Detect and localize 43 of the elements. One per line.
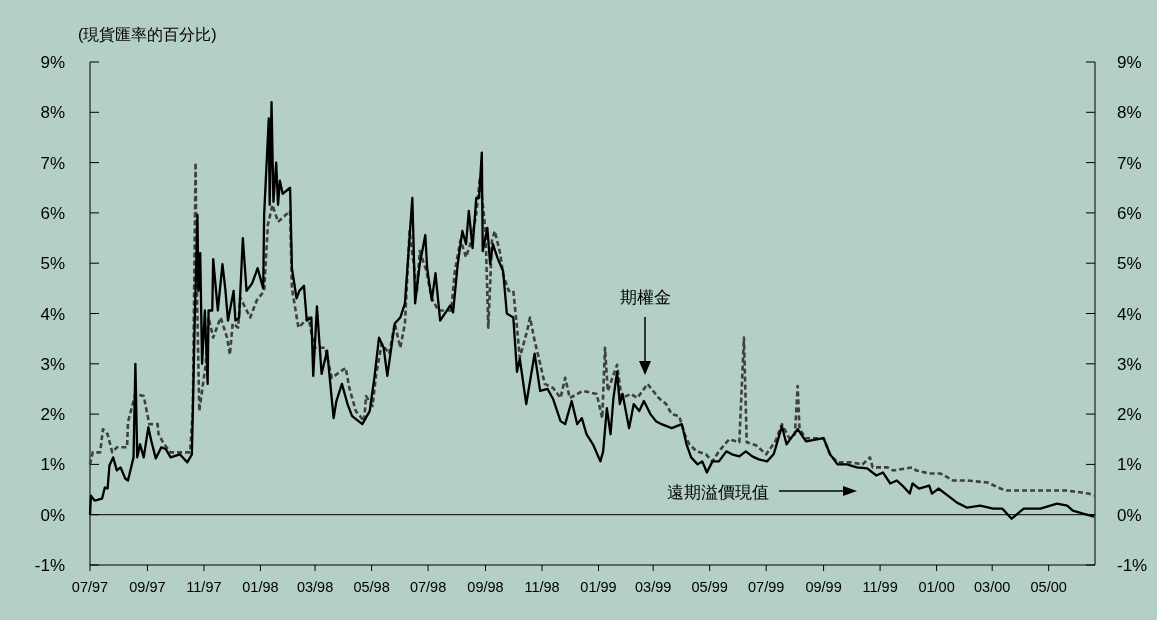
- x-tick-label: 03/00: [974, 579, 1011, 595]
- x-tick-label: 07/98: [409, 579, 447, 595]
- y-tick-label: 8%: [40, 103, 65, 123]
- y-tick-label: 3%: [40, 354, 65, 374]
- y2-tick-label: -1%: [1117, 556, 1148, 575]
- x-tick-label: 07/97: [71, 579, 109, 595]
- y2-tick-label: 7%: [1117, 153, 1142, 173]
- x-tick-label: 11/98: [524, 579, 560, 595]
- x-tick-label: 07/99: [748, 579, 785, 595]
- x-tick-label: 11/97: [186, 579, 222, 595]
- legend-label: 遠期溢價現值: [667, 483, 769, 502]
- x-tick-label: 09/98: [467, 579, 504, 595]
- y-tick-label: 9%: [40, 53, 65, 72]
- x-tick-label: 01/00: [918, 579, 955, 595]
- y-tick-label: -1%: [34, 556, 65, 575]
- x-tick-label: 11/99: [862, 579, 898, 595]
- x-tick-label: 05/99: [691, 579, 728, 595]
- x-tick-label: 05/98: [353, 579, 390, 595]
- y-tick-label: 4%: [40, 304, 65, 324]
- y2-tick-label: 5%: [1117, 254, 1142, 274]
- y-tick-label: 2%: [40, 405, 65, 425]
- x-tick-label: 01/99: [580, 579, 617, 595]
- x-tick-label: 03/98: [296, 579, 334, 595]
- x-tick-label: 01/98: [242, 579, 279, 595]
- y2-tick-label: 1%: [1117, 455, 1142, 475]
- x-tick-label: 05/00: [1030, 579, 1067, 595]
- y-tick-label: 0%: [40, 505, 65, 525]
- y-tick-label: 1%: [40, 455, 65, 475]
- y2-tick-label: 3%: [1117, 354, 1142, 374]
- y2-tick-label: 9%: [1117, 53, 1142, 72]
- y2-tick-label: 2%: [1117, 405, 1142, 425]
- y-tick-label: 7%: [40, 153, 65, 173]
- x-tick-label: 09/97: [129, 579, 166, 595]
- y2-tick-label: 8%: [1117, 103, 1142, 123]
- y-tick-label: 5%: [40, 254, 65, 274]
- text: (現貨匯率的百分比): [78, 26, 217, 43]
- y2-tick-label: 0%: [1117, 505, 1142, 525]
- text: 期權金: [619, 288, 671, 307]
- x-tick-label: 09/99: [805, 579, 842, 595]
- y2-tick-label: 4%: [1117, 304, 1142, 324]
- y-tick-label: 6%: [40, 203, 65, 223]
- x-tick-label: 03/99: [635, 579, 672, 595]
- y2-tick-label: 6%: [1117, 203, 1142, 223]
